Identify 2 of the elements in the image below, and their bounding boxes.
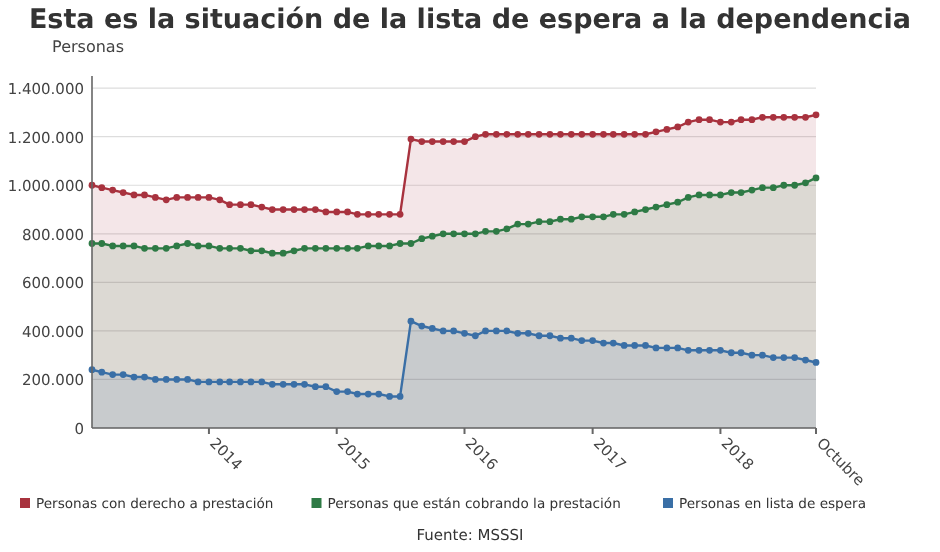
y-axis-title: Personas bbox=[52, 38, 124, 56]
chart-title: Esta es la situación de la lista de espera a la dependencia bbox=[28, 4, 912, 36]
